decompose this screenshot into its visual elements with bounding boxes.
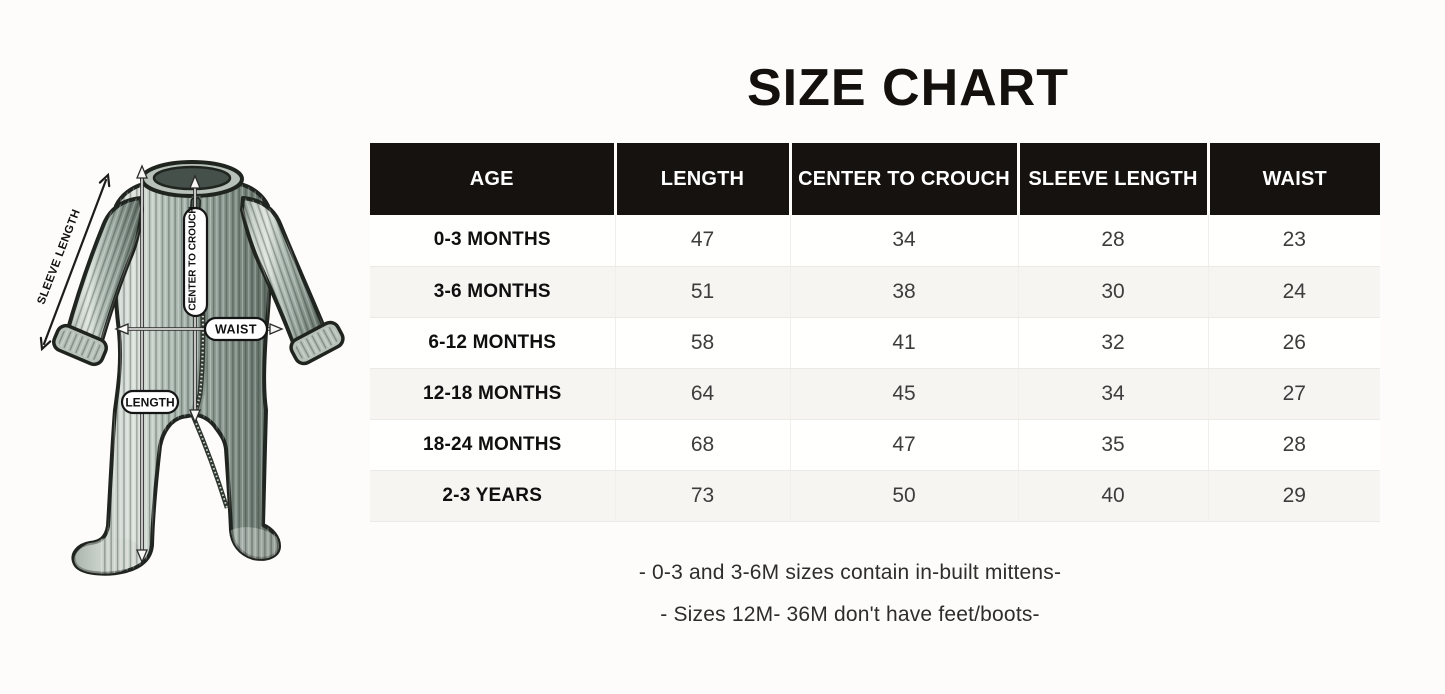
- center-to-crouch-pill: CENTER TO CROUCH: [182, 206, 209, 318]
- size-table-container: AGE LENGTH CENTER TO CROUCH SLEEVE LENGT…: [370, 143, 1380, 522]
- footnotes: - 0-3 and 3-6M sizes contain in-built mi…: [330, 560, 1370, 644]
- cell-center-to-crouch: 47: [789, 419, 1018, 471]
- cell-age: 6-12 MONTHS: [370, 317, 615, 369]
- footnote-feet: - Sizes 12M- 36M don't have feet/boots-: [660, 603, 1040, 627]
- table-row: 2-3 YEARS 73 50 40 29: [370, 470, 1380, 522]
- cell-length: 51: [614, 266, 790, 318]
- col-header-length: LENGTH: [613, 143, 790, 215]
- cell-length: 68: [614, 419, 790, 471]
- cell-length: 73: [614, 470, 790, 522]
- cell-center-to-crouch: 45: [789, 368, 1018, 420]
- cell-age: 0-3 MONTHS: [370, 215, 615, 267]
- size-table: AGE LENGTH CENTER TO CROUCH SLEEVE LENGT…: [370, 143, 1380, 522]
- length-pill: LENGTH: [120, 389, 180, 415]
- cell-center-to-crouch: 50: [789, 470, 1018, 522]
- cell-sleeve-length: 32: [1017, 317, 1208, 369]
- table-row: 3-6 MONTHS 51 38 30 24: [370, 266, 1380, 318]
- cell-age: 2-3 YEARS: [370, 470, 615, 522]
- table-row: 0-3 MONTHS 47 34 28 23: [370, 215, 1380, 267]
- col-header-waist: WAIST: [1206, 143, 1380, 215]
- cell-waist: 26: [1207, 317, 1380, 369]
- cell-waist: 29: [1207, 470, 1380, 522]
- onesie-diagram: SLEEVE LENGTH: [20, 148, 350, 578]
- cell-age: 3-6 MONTHS: [370, 266, 615, 318]
- cell-length: 47: [614, 215, 790, 267]
- cell-age: 12-18 MONTHS: [370, 368, 615, 420]
- page-title: SIZE CHART: [747, 59, 1069, 117]
- cell-age: 18-24 MONTHS: [370, 419, 615, 471]
- table-row: 6-12 MONTHS 58 41 32 26: [370, 317, 1380, 369]
- cell-waist: 28: [1207, 419, 1380, 471]
- center-to-crouch-label: CENTER TO CROUCH: [188, 206, 199, 310]
- cell-waist: 27: [1207, 368, 1380, 420]
- sleeve-length-arrow: [39, 172, 111, 352]
- cell-length: 58: [614, 317, 790, 369]
- cell-center-to-crouch: 38: [789, 266, 1018, 318]
- cell-sleeve-length: 30: [1017, 266, 1208, 318]
- length-arrow: [136, 164, 148, 564]
- cell-center-to-crouch: 34: [789, 215, 1018, 267]
- cell-sleeve-length: 28: [1017, 215, 1208, 267]
- footnote-mittens: - 0-3 and 3-6M sizes contain in-built mi…: [638, 561, 1062, 584]
- cell-length: 64: [614, 368, 790, 420]
- waist-label: WAIST: [215, 323, 257, 337]
- table-row: 12-18 MONTHS 64 45 34 27: [370, 368, 1380, 420]
- cell-sleeve-length: 35: [1017, 419, 1208, 471]
- col-header-center-to-crouch: CENTER TO CROUCH: [788, 143, 1018, 215]
- col-header-age: AGE: [370, 143, 615, 215]
- cell-sleeve-length: 40: [1017, 470, 1208, 522]
- waist-pill: WAIST: [203, 316, 269, 342]
- cell-waist: 24: [1207, 266, 1380, 318]
- col-header-sleeve-length: SLEEVE LENGTH: [1016, 143, 1208, 215]
- cell-center-to-crouch: 41: [789, 317, 1018, 369]
- length-label: LENGTH: [125, 396, 174, 410]
- header-row: AGE LENGTH CENTER TO CROUCH SLEEVE LENGT…: [370, 143, 1380, 215]
- table-row: 18-24 MONTHS 68 47 35 28: [370, 419, 1380, 471]
- cell-waist: 23: [1207, 215, 1380, 267]
- cell-sleeve-length: 34: [1017, 368, 1208, 420]
